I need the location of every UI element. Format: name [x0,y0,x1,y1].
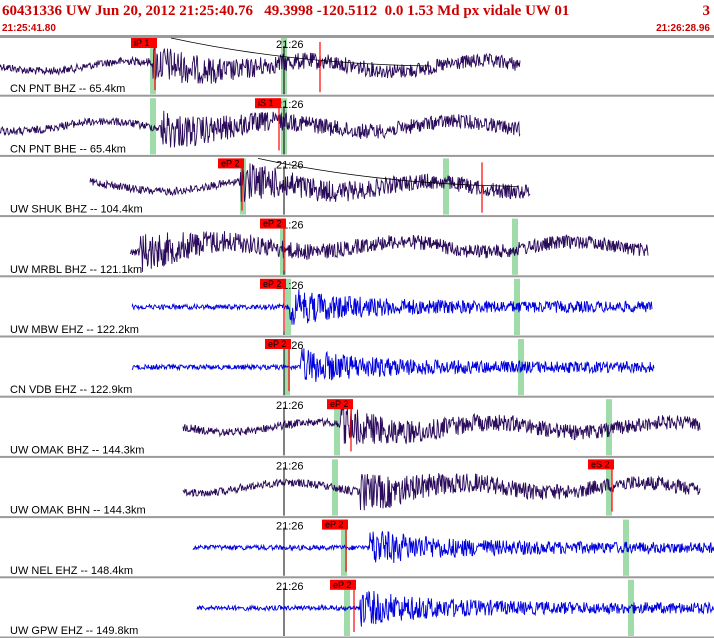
station-label: UW MBW EHZ -- 122.2km [10,324,139,336]
station-label: UW NEL EHZ -- 148.4km [10,565,133,577]
minute-label: 21:26 [276,521,304,533]
pick-label: eP 2 [268,339,286,349]
station-label: CN PNT BHZ -- 65.4km [10,83,125,95]
trace-row[interactable]: 21:26 eP 2 UW OMAK BHZ -- 144.3km [0,399,714,458]
row-separator [0,576,714,579]
event-header: 60431336 UW Jun 20, 2012 21:25:40.76 49.… [0,0,714,22]
top-separator [0,35,714,38]
minute-label: 21:26 [276,99,304,111]
window-band [518,339,524,396]
pick-flag[interactable] [322,519,348,530]
minute-label: 21:26 [276,460,304,472]
event-info: 60431336 UW Jun 20, 2012 21:25:40.76 49.… [2,3,570,19]
row-separator [0,335,714,338]
pick-label: eS 2 [591,459,610,469]
window-band [240,158,246,215]
trace-row[interactable]: 21:26 iP 1 CN PNT BHZ -- 65.4km [0,37,714,97]
row-separator [0,275,714,278]
pick-flag[interactable] [218,158,244,169]
window-band [150,98,156,155]
pick-label: eP 2 [325,520,343,530]
pick-label: eP 2 [263,219,281,229]
pick-label: eP 2 [221,158,239,168]
row-separator [0,395,714,398]
pick-flag[interactable] [327,399,353,410]
waveform [182,405,701,445]
waveform [196,590,714,627]
waveform [192,531,714,564]
window-band [443,158,449,215]
pick-label: eP 2 [333,580,351,590]
station-label: UW SHUK BHZ -- 104.4km [10,204,143,216]
trace-row[interactable]: 21:26 eP 2 UW GPW EHZ -- 149.8km [0,579,714,638]
station-label: UW MRBL BHZ -- 121.1km [10,264,142,276]
pick-flag[interactable] [255,98,281,109]
trace-row[interactable]: 21:26 eP 2 UW SHUK BHZ -- 104.4km [0,158,714,218]
row-separator [0,516,714,519]
row-separator [0,455,714,458]
pick-flag[interactable] [588,459,614,470]
trace-row[interactable]: 21:26 eS 2 UW OMAK BHN -- 144.3km [0,459,714,519]
pick-flag[interactable] [131,38,157,48]
waveform [182,473,701,511]
station-label: CN PNT BHE -- 65.4km [10,143,126,155]
window-band [606,399,612,456]
waveform [129,230,649,272]
waveform [131,289,653,325]
pick-label: eP 2 [330,399,348,409]
pick-label: eP 2 [263,279,281,289]
window-start-time: 21:25:41.80 [2,23,56,34]
pick-label: iS 1 [258,98,274,108]
row-separator [0,215,714,218]
window-band [284,339,290,396]
station-label: UW OMAK BHZ -- 144.3km [10,444,144,456]
waveform [0,110,521,148]
row-separator [0,154,714,157]
row-separator [0,94,714,97]
window-end-time: 21:26:28.96 [656,23,710,34]
waveform [89,163,531,202]
window-band [628,579,634,636]
minute-label: 21:26 [276,400,304,412]
row-separator [0,636,714,638]
pick-flag[interactable] [260,218,286,229]
pick-flag[interactable] [330,579,356,590]
waveform [131,348,655,382]
trace-row[interactable]: 21:26 eP 2 UW NEL EHZ -- 148.4km [0,519,714,579]
waveform [0,47,521,84]
minute-label: 21:26 [276,39,304,51]
window-band [512,218,518,275]
station-label: CN VDB EHZ -- 122.9km [10,384,132,396]
station-label: UW OMAK BHN -- 144.3km [10,505,146,517]
minute-label: 21:26 [276,159,304,171]
coda-curve [170,37,432,67]
pick-flag[interactable] [265,339,291,349]
window-band [334,399,340,456]
panel-number: 3 [702,3,711,19]
station-label: UW GPW EHZ -- 149.8km [10,625,138,637]
pick-label: iP 1 [134,38,149,48]
coda-curve [257,158,519,187]
pick-flag[interactable] [260,278,286,289]
minute-label: 21:26 [276,581,304,593]
